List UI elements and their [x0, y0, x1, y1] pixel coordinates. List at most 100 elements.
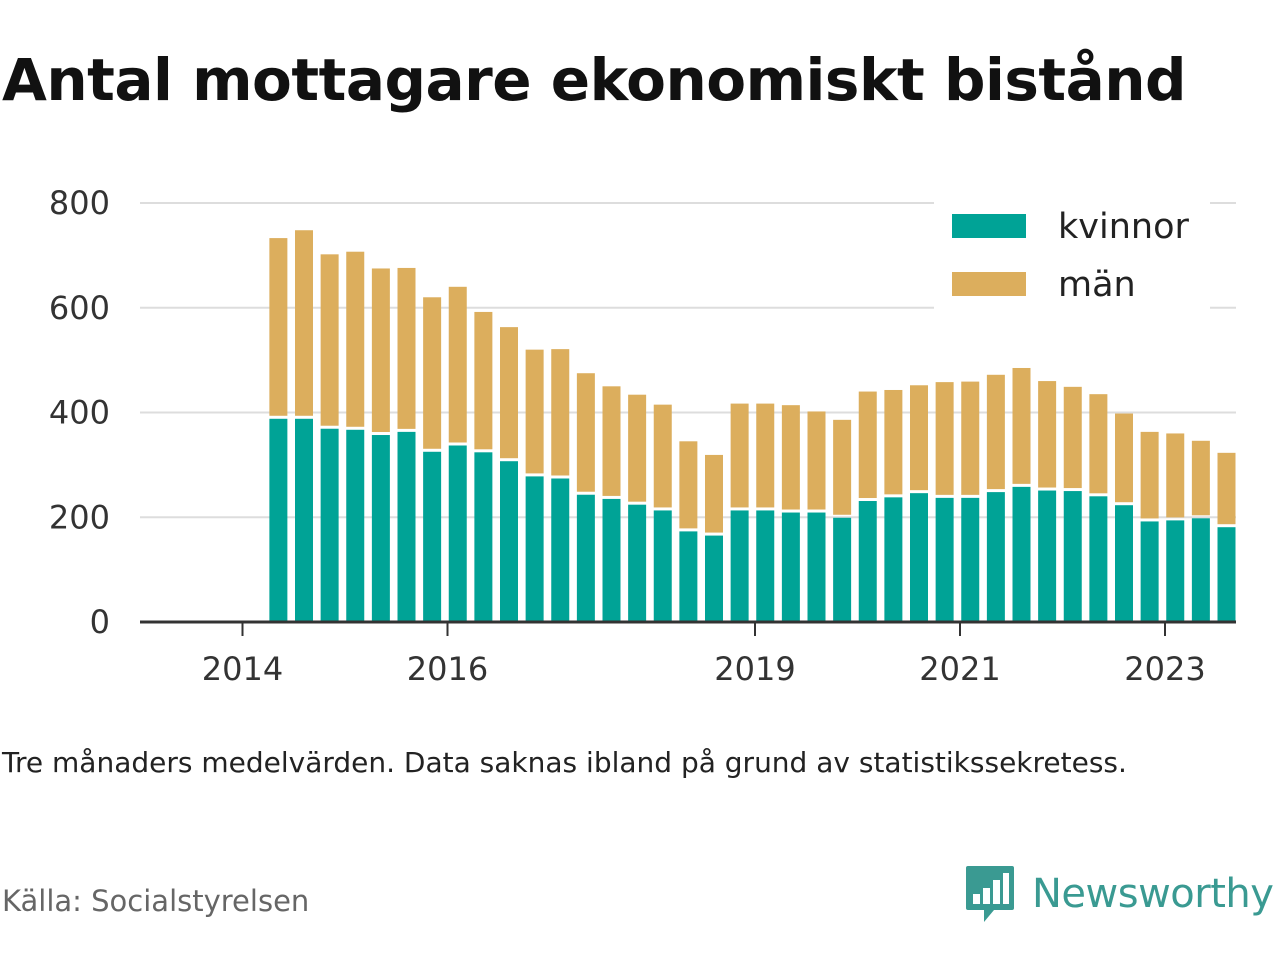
brand-logo: Newsworthy — [964, 864, 1274, 924]
bar-man — [1089, 394, 1108, 494]
y-tick-label: 0 — [90, 603, 110, 641]
bar-kvinnor — [448, 445, 467, 622]
bar-kvinnor — [910, 493, 928, 622]
bar-man — [1063, 386, 1082, 489]
bar-kvinnor — [679, 531, 698, 622]
bar-man — [1115, 413, 1133, 503]
bar-man — [1166, 433, 1185, 518]
bar-man — [935, 382, 954, 495]
chart-title: Antal mottagare ekonomiskt bistånd — [2, 46, 1187, 114]
bar-kvinnor — [653, 510, 672, 622]
bar-kvinnor — [628, 504, 647, 622]
bar-man — [346, 251, 365, 427]
bar-man — [807, 411, 826, 510]
bar-man — [1217, 452, 1236, 525]
bar-man — [1191, 440, 1210, 516]
bar-man — [397, 267, 416, 429]
bar-kvinnor — [1191, 518, 1210, 622]
x-axis: 2014 2016 2019 2021 2023 — [140, 620, 1236, 688]
bar-man — [1012, 367, 1031, 484]
x-tick-label: 2021 — [919, 650, 1000, 688]
bar-kvinnor — [807, 512, 826, 622]
legend-swatch — [952, 214, 1026, 238]
bar-kvinnor — [295, 418, 313, 622]
bar-man — [730, 403, 749, 508]
bar-kvinnor — [1063, 491, 1082, 622]
y-tick-label: 200 — [49, 498, 110, 536]
bar-man — [423, 297, 442, 449]
legend: kvinnor män — [934, 202, 1210, 310]
bar-kvinnor — [397, 431, 416, 622]
bar-man — [295, 230, 313, 416]
y-tick-label: 800 — [49, 184, 110, 222]
bar-kvinnor — [269, 418, 288, 622]
bar-man — [884, 389, 903, 495]
bar-kvinnor — [730, 510, 749, 622]
bar-kvinnor — [935, 497, 954, 622]
bar-kvinnor — [346, 429, 365, 622]
bar-kvinnor — [551, 478, 570, 622]
legend-label: kvinnor — [1058, 207, 1189, 247]
bar-man — [986, 374, 1005, 490]
bar-man — [576, 373, 595, 492]
bar-man — [653, 404, 672, 508]
bar-kvinnor — [756, 510, 775, 622]
bar-man — [756, 403, 775, 508]
x-tick-label: 2014 — [202, 650, 283, 688]
bar-man — [448, 286, 467, 443]
bar-man — [781, 405, 800, 510]
bar-man — [1140, 431, 1159, 519]
brand-name: Newsworthy — [1032, 871, 1274, 917]
x-tick-label: 2023 — [1124, 650, 1205, 688]
bar-man — [371, 268, 390, 433]
bar-kvinnor — [1166, 520, 1185, 622]
bar-man — [961, 381, 980, 495]
bar-kvinnor — [423, 451, 442, 622]
legend-label: män — [1058, 265, 1136, 305]
x-tick-label: 2019 — [714, 650, 795, 688]
y-tick-label: 400 — [49, 394, 110, 432]
bar-kvinnor — [961, 497, 980, 622]
legend-swatch — [952, 272, 1026, 296]
bar-man — [500, 327, 518, 459]
bar-kvinnor — [705, 535, 723, 622]
bar-man — [602, 386, 621, 496]
bar-man — [320, 254, 339, 426]
bar-man — [269, 238, 288, 416]
bars — [269, 230, 1236, 622]
bar-kvinnor — [833, 517, 852, 622]
bar-kvinnor — [1089, 496, 1108, 622]
bar-man — [551, 349, 570, 476]
bar-kvinnor — [1012, 486, 1031, 622]
bar-man — [679, 441, 698, 529]
bar-kvinnor — [858, 501, 877, 622]
bar-kvinnor — [474, 452, 493, 622]
y-tick-label: 600 — [49, 289, 110, 327]
bar-kvinnor — [602, 498, 621, 622]
bar-man — [628, 394, 647, 502]
bar-kvinnor — [781, 512, 800, 622]
bar-kvinnor — [1038, 490, 1057, 622]
bar-kvinnor — [1217, 527, 1236, 622]
bar-kvinnor — [320, 428, 339, 622]
y-axis-ticks: 0 200 400 600 800 — [49, 184, 110, 641]
bar-kvinnor — [371, 435, 390, 622]
bar-kvinnor — [884, 497, 903, 622]
bar-kvinnor — [1115, 505, 1133, 622]
bar-kvinnor — [1140, 521, 1159, 622]
bar-man — [910, 385, 928, 491]
bar-man — [525, 349, 544, 474]
x-tick-label: 2016 — [407, 650, 488, 688]
bar-man — [705, 454, 723, 533]
bar-man — [833, 419, 852, 515]
bar-kvinnor — [576, 494, 595, 622]
bar-kvinnor — [500, 461, 518, 622]
bar-chart: 0 200 400 600 800 2014 2016 2019 2021 2023 kvinn… — [49, 184, 1236, 688]
bar-man — [474, 311, 493, 450]
bar-kvinnor — [986, 492, 1005, 622]
chart-note: Tre månaders medelvärden. Data saknas ib… — [2, 746, 1127, 779]
bar-kvinnor — [525, 476, 544, 622]
newsworthy-logo-icon — [966, 866, 1014, 922]
bar-man — [858, 391, 877, 499]
source-label: Källa: Socialstyrelsen — [2, 884, 310, 918]
